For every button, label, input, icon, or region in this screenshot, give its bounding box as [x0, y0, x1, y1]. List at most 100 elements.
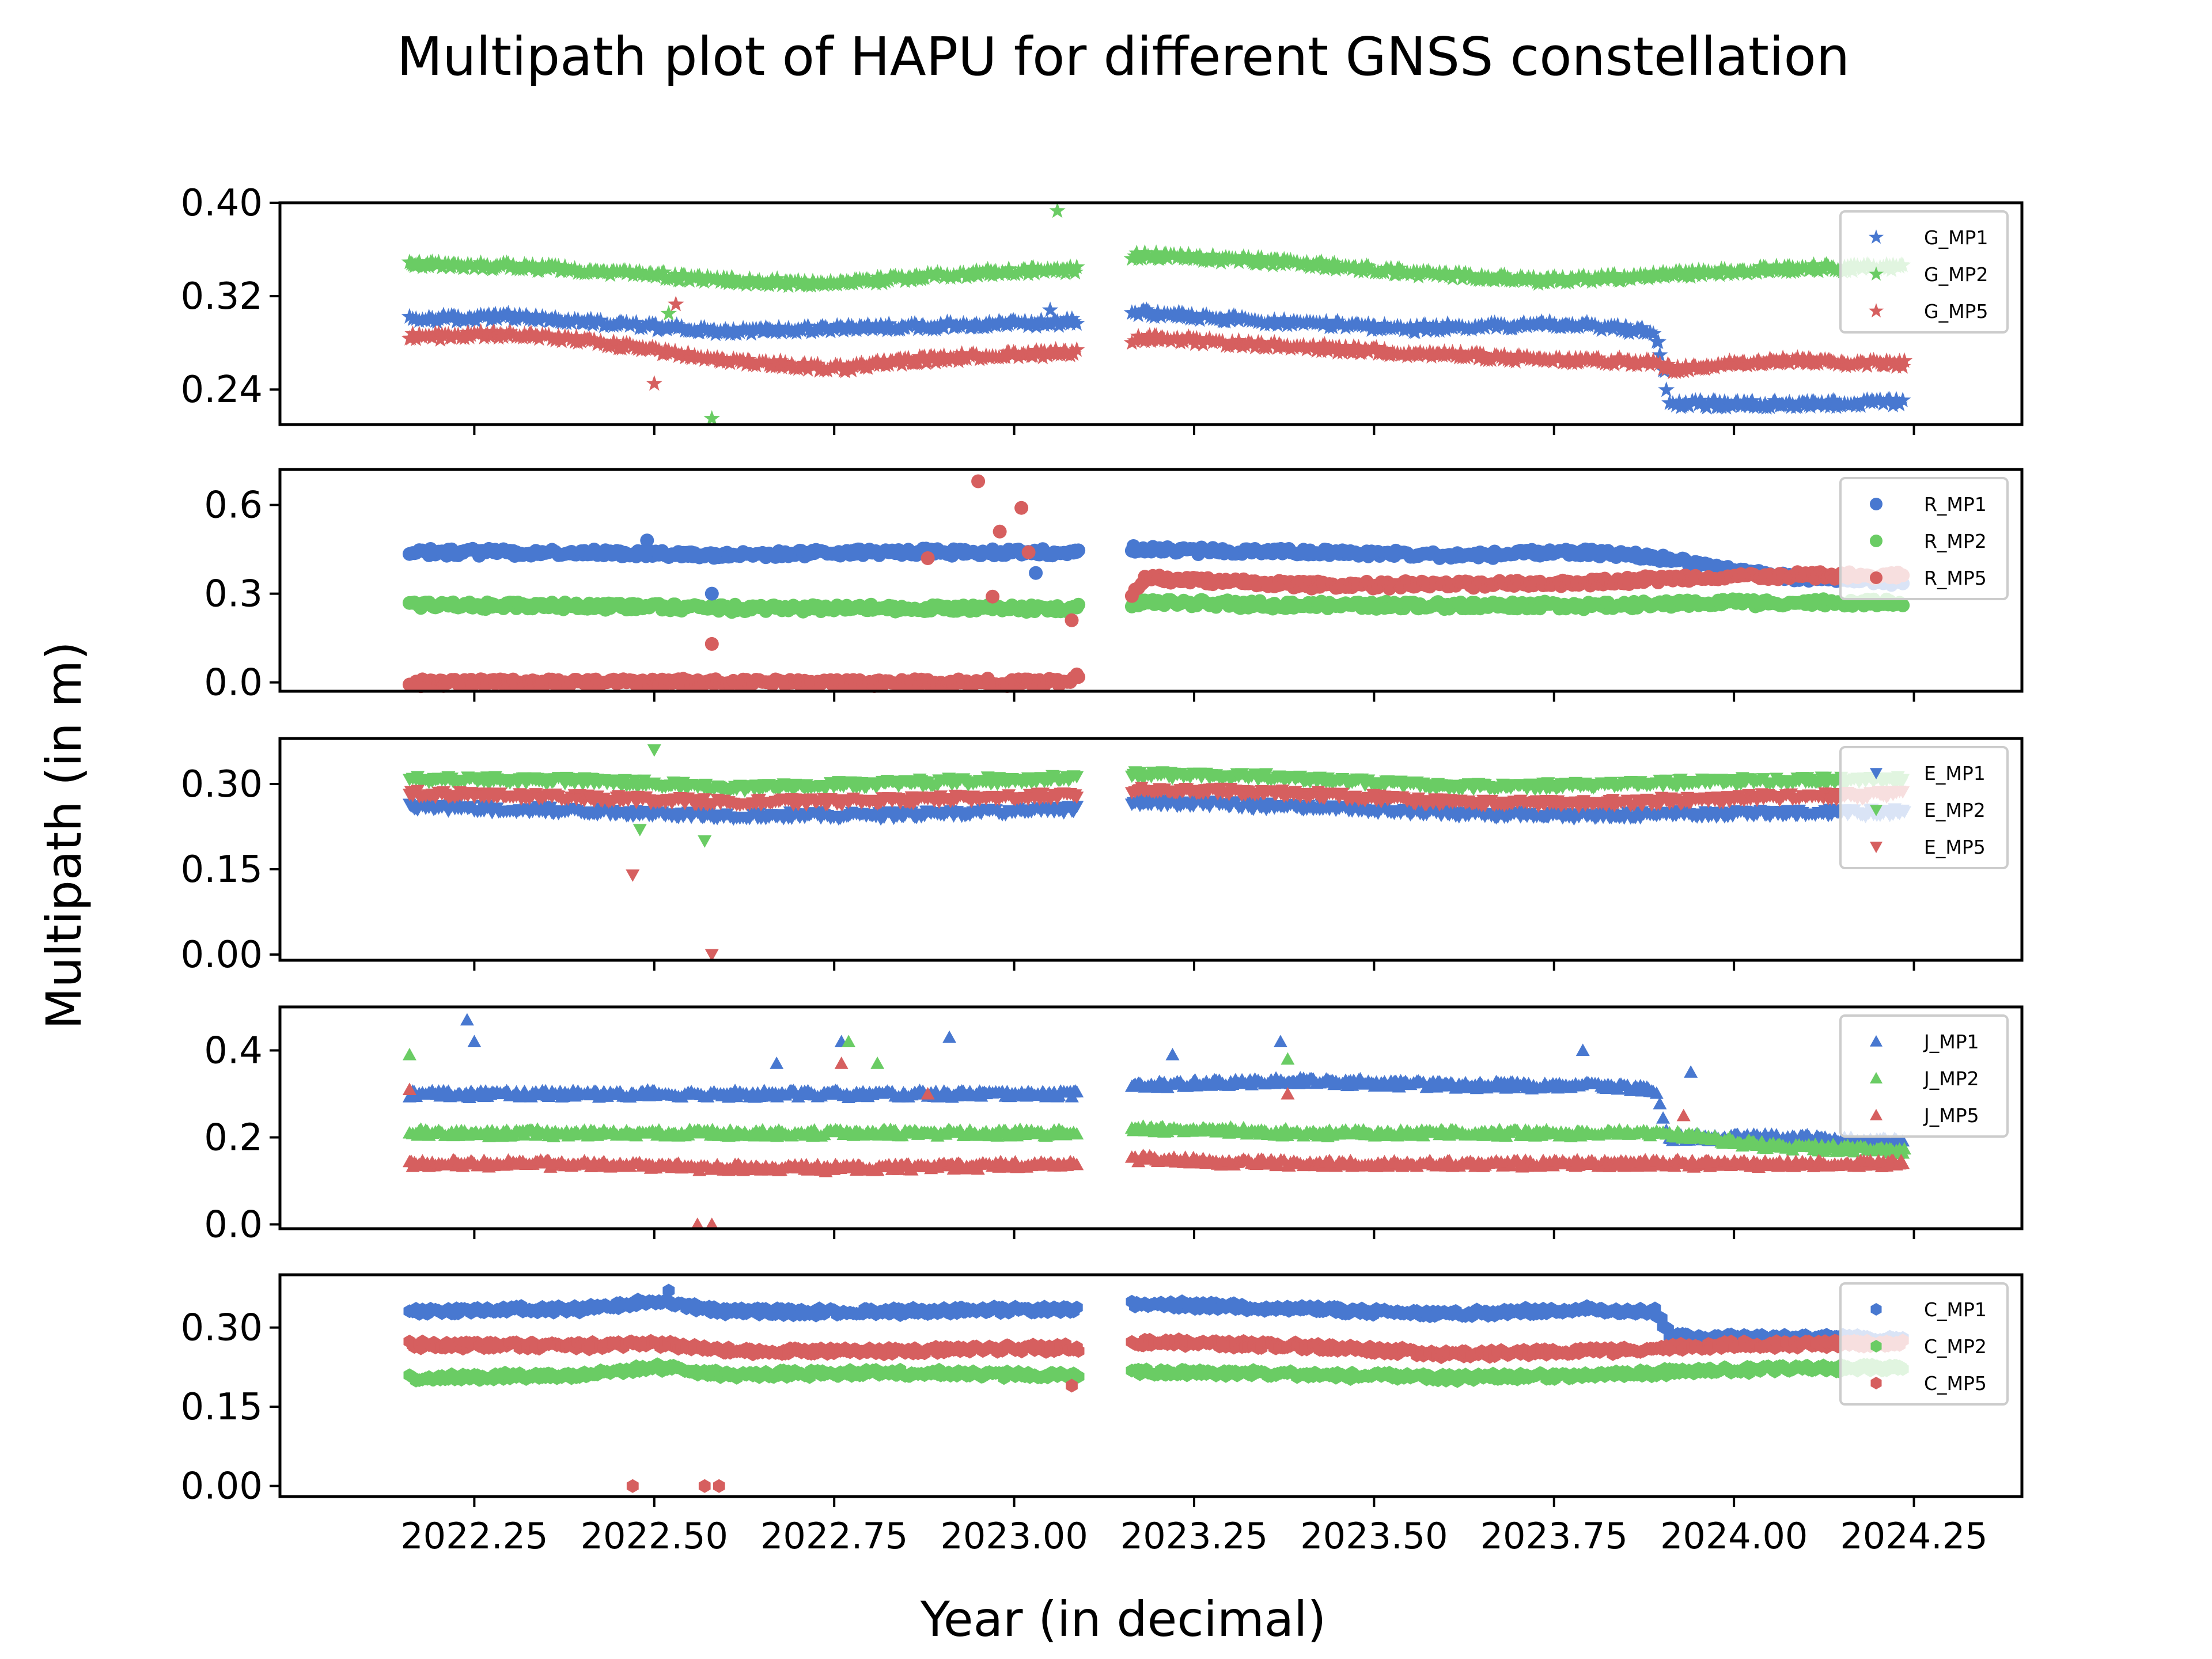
data-point — [926, 348, 943, 364]
data-point — [450, 255, 467, 271]
data-point — [800, 317, 816, 334]
outlier-point — [660, 305, 677, 321]
data-point — [1677, 394, 1694, 410]
outlier-point — [1049, 202, 1066, 218]
data-point — [411, 253, 428, 269]
data-point — [981, 313, 998, 329]
data-point — [656, 263, 672, 279]
data-point — [706, 321, 722, 337]
data-point — [666, 266, 684, 282]
data-point — [1473, 316, 1490, 332]
data-point — [1682, 268, 1699, 284]
y-tick-label: 0.0 — [204, 662, 263, 704]
data-point — [1313, 342, 1330, 358]
data-point — [1289, 253, 1305, 270]
data-point — [1062, 258, 1079, 274]
data-point — [1894, 358, 1911, 374]
data-point — [1744, 392, 1760, 408]
data-point — [605, 333, 622, 349]
data-point — [1057, 342, 1074, 358]
legend-label: G_MP1 — [1924, 226, 1988, 249]
data-point — [1634, 319, 1650, 335]
data-point — [1652, 346, 1668, 362]
data-point — [631, 263, 648, 279]
data-point — [666, 342, 684, 358]
data-point — [1366, 317, 1383, 334]
legend-label: R_MP2 — [1924, 530, 1987, 552]
data-point — [1198, 306, 1215, 323]
data-point — [1609, 317, 1626, 333]
outlier-point — [703, 410, 720, 426]
data-point — [725, 321, 742, 337]
data-point — [1402, 318, 1419, 334]
data-point — [1669, 358, 1686, 374]
data-point — [550, 257, 567, 274]
data-point — [1071, 670, 1086, 684]
data-point — [1586, 316, 1604, 332]
data-point — [563, 331, 580, 347]
data-point — [1071, 543, 1086, 558]
data-point — [1652, 355, 1668, 371]
data-point — [869, 353, 886, 369]
data-point — [1896, 598, 1910, 612]
data-point — [1318, 313, 1335, 329]
data-point — [1069, 258, 1085, 274]
data-point — [1881, 391, 1898, 407]
data-point — [1564, 316, 1581, 332]
data-point — [1067, 264, 1084, 280]
data-point — [900, 350, 917, 366]
data-point — [1363, 262, 1380, 278]
data-point — [832, 357, 849, 373]
outlier-point — [640, 533, 654, 548]
legend-marker — [1868, 266, 1884, 281]
legend-frame — [1839, 210, 2009, 334]
data-point — [1452, 343, 1469, 359]
data-point — [1035, 349, 1051, 365]
data-point — [1672, 264, 1690, 280]
data-point — [1360, 258, 1377, 274]
data-point — [1736, 353, 1752, 369]
data-point — [1650, 333, 1666, 349]
data-point — [1781, 393, 1798, 410]
data-point — [647, 339, 664, 355]
data-point — [596, 335, 612, 351]
data-point — [1408, 317, 1425, 334]
data-point — [502, 323, 518, 339]
data-point — [1855, 355, 1872, 371]
data-point — [1612, 351, 1630, 368]
outlier-point — [646, 375, 663, 391]
outlier-point — [1021, 545, 1036, 559]
data-point — [680, 344, 696, 360]
data-point — [1305, 336, 1321, 353]
data-point — [560, 328, 577, 344]
data-point — [1502, 350, 1520, 366]
data-point — [1813, 394, 1830, 410]
data-point — [502, 308, 518, 324]
data-point — [540, 327, 557, 343]
data-point — [608, 336, 626, 352]
data-point — [599, 264, 616, 280]
chart-title: Multipath plot of HAPU for different GNS… — [397, 26, 1850, 88]
data-point — [741, 270, 758, 286]
data-point — [1183, 306, 1200, 322]
data-point — [1439, 315, 1456, 331]
data-point — [968, 346, 985, 362]
data-point — [1127, 304, 1143, 320]
data-point — [404, 325, 421, 341]
data-point — [650, 342, 668, 358]
data-point — [1616, 267, 1633, 283]
data-point — [401, 308, 418, 324]
data-point — [699, 268, 716, 284]
data-point — [1434, 318, 1451, 334]
y-tick-label: 0.24 — [181, 369, 263, 411]
outlier-point — [971, 474, 986, 488]
data-point — [1603, 352, 1620, 368]
data-point — [1441, 267, 1458, 283]
data-point — [757, 353, 774, 369]
data-point — [592, 332, 609, 349]
data-point — [861, 319, 878, 335]
data-point — [472, 254, 489, 270]
data-point — [1711, 266, 1728, 282]
